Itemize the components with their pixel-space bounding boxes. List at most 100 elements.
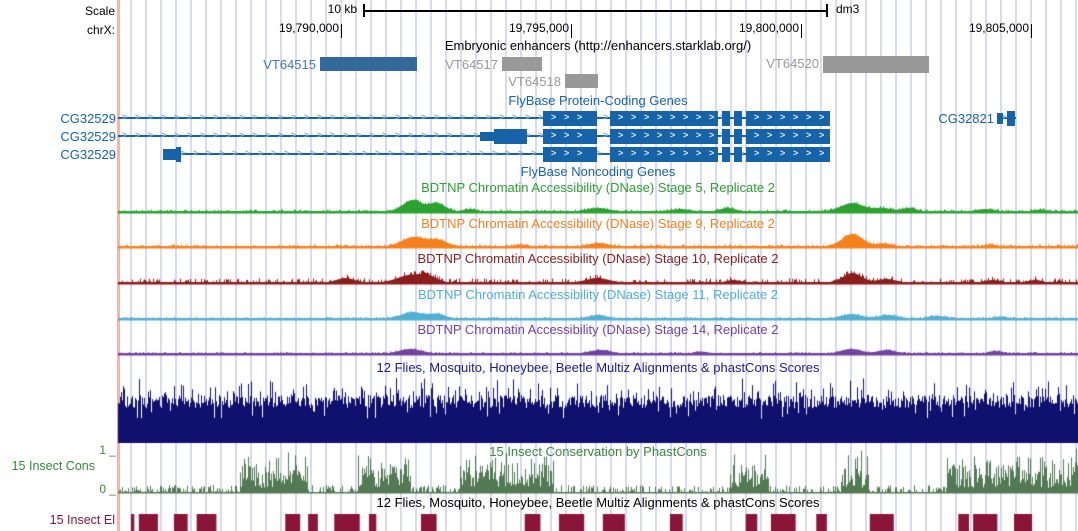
gene-arrow-icon: >	[538, 130, 544, 140]
gene-exon[interactable]	[746, 128, 830, 144]
gene-arrow-icon: >	[434, 130, 440, 140]
gene-arrow-icon: >	[447, 130, 453, 140]
gene-arrow-icon: >	[538, 112, 544, 122]
gene-arrow-icon: >	[206, 148, 212, 158]
gene-exon[interactable]	[734, 110, 742, 126]
gene-arrow-icon: >	[644, 112, 650, 122]
gene-exon[interactable]	[1007, 110, 1015, 126]
gene-transcript-line[interactable]	[118, 135, 830, 137]
gene-transcript-line[interactable]	[118, 117, 830, 119]
gene-exon[interactable]	[734, 128, 742, 144]
elements-track-label[interactable]: 15 Insect El	[49, 513, 115, 527]
gene-arrow-icon: >	[709, 130, 715, 140]
gene-arrow-icon: >	[709, 112, 715, 122]
gene-arrow-icon: >	[631, 112, 637, 122]
gene-arrow-icon: >	[618, 148, 624, 158]
track-title-bdtnp-5[interactable]: BDTNP Chromatin Accessibility (DNase) St…	[417, 322, 779, 337]
gene-arrow-icon: >	[657, 112, 663, 122]
gene-exon[interactable]	[543, 128, 597, 144]
gene-exon[interactable]	[543, 146, 597, 162]
track-title-bdtnp-1[interactable]: BDTNP Chromatin Accessibility (DNase) St…	[421, 180, 775, 195]
gene-arrow-icon: >	[252, 130, 258, 140]
gene-arrow-icon: >	[696, 112, 702, 122]
ruler-tick-label: 19,800,000	[738, 21, 799, 35]
gene-arrow-icon: >	[388, 148, 394, 158]
gene-exon[interactable]	[734, 146, 742, 162]
gene-exon[interactable]	[610, 146, 718, 162]
gene-exon[interactable]	[746, 110, 830, 126]
gene-arrow-icon: >	[304, 130, 310, 140]
gene-arrow-icon: >	[180, 148, 186, 158]
gene-label: CG32821	[938, 111, 994, 126]
gene-arrow-icon: >	[297, 148, 303, 158]
scale-bar	[363, 10, 826, 12]
gene-transcript-line[interactable]	[163, 153, 830, 155]
gene-arrow-icon: >	[421, 112, 427, 122]
gene-arrow-icon: >	[161, 112, 167, 122]
track-title-flybase-noncoding[interactable]: FlyBase Noncoding Genes	[520, 164, 676, 179]
gene-exon[interactable]	[722, 146, 730, 162]
gene-arrow-icon: >	[252, 112, 258, 122]
gene-arrow-icon: >	[278, 130, 284, 140]
gene-arrow-icon: >	[505, 148, 511, 158]
gene-arrow-icon: >	[135, 130, 141, 140]
gene-exon[interactable]	[176, 146, 181, 162]
gene-arrow-icon: >	[819, 148, 825, 158]
gene-label: CG32529	[60, 129, 116, 144]
ruler-tick	[341, 24, 342, 38]
ruler-tick	[801, 24, 802, 38]
gene-exon[interactable]	[746, 146, 830, 162]
gene-exon[interactable]	[480, 131, 494, 141]
gene-arrow-icon: >	[806, 130, 812, 140]
gene-arrow-icon: >	[239, 112, 245, 122]
gene-arrow-icon: >	[696, 148, 702, 158]
gene-arrow-icon: >	[577, 148, 583, 158]
gene-arrow-icon: >	[525, 112, 531, 122]
enhancer-bar[interactable]	[320, 57, 417, 71]
enhancer-bar[interactable]	[502, 57, 542, 71]
enhancer-bar[interactable]	[565, 74, 598, 88]
track-title-multiz[interactable]: 12 Flies, Mosquito, Honeybee, Beetle Mul…	[376, 360, 820, 375]
gene-arrow-icon: >	[551, 112, 557, 122]
gene-exon[interactable]	[997, 112, 1003, 124]
gene-arrow-icon: >	[551, 148, 557, 158]
gene-arrow-icon: >	[161, 130, 167, 140]
ruler-tick	[1031, 24, 1032, 38]
gene-exon[interactable]	[163, 148, 176, 160]
gene-exon[interactable]	[610, 128, 718, 144]
enhancer-bar[interactable]	[823, 56, 929, 73]
track-title-bdtnp-3[interactable]: BDTNP Chromatin Accessibility (DNase) St…	[417, 251, 779, 266]
phastcons-track-label[interactable]: 15 Insect Cons	[11, 459, 95, 473]
gene-arrow-icon: >	[603, 130, 609, 140]
track-title-bdtnp-4[interactable]: BDTNP Chromatin Accessibility (DNase) St…	[417, 287, 779, 302]
gene-arrow-icon: >	[401, 148, 407, 158]
gene-arrow-icon: >	[512, 112, 518, 122]
gene-exon[interactable]	[610, 110, 718, 126]
gene-transcript-line[interactable]	[997, 117, 1016, 119]
gene-arrow-icon: >	[174, 112, 180, 122]
gene-exon[interactable]	[722, 128, 730, 144]
gene-exon[interactable]	[494, 128, 527, 144]
gene-arrow-icon: >	[434, 112, 440, 122]
gene-arrow-icon: >	[369, 130, 375, 140]
gene-exon[interactable]	[543, 110, 597, 126]
gene-arrow-icon: >	[362, 148, 368, 158]
gene-arrow-icon: >	[486, 112, 492, 122]
track-title-bdtnp-2[interactable]: BDTNP Chromatin Accessibility (DNase) St…	[421, 216, 775, 231]
gene-arrow-icon: >	[187, 130, 193, 140]
track-title-phastcons[interactable]: 15 Insect Conservation by PhastCons	[489, 444, 707, 459]
gene-arrow-icon: >	[213, 112, 219, 122]
gene-arrow-icon: >	[819, 130, 825, 140]
gene-exon[interactable]	[722, 110, 730, 126]
track-title-flybase-coding[interactable]: FlyBase Protein-Coding Genes	[508, 93, 688, 108]
gene-arrow-icon: >	[683, 148, 689, 158]
gene-arrow-icon: >	[440, 148, 446, 158]
track-title-enhancers[interactable]: Embryonic enhancers (http://enhancers.st…	[444, 38, 752, 53]
gene-arrow-icon: >	[479, 148, 485, 158]
gene-arrow-icon: >	[499, 112, 505, 122]
track-title-multiz-elements[interactable]: 12 Flies, Mosquito, Honeybee, Beetle Mul…	[376, 495, 820, 510]
gene-arrow-icon: >	[518, 148, 524, 158]
gene-arrow-icon: >	[278, 112, 284, 122]
ruler-tick-label: 19,795,000	[508, 21, 569, 35]
